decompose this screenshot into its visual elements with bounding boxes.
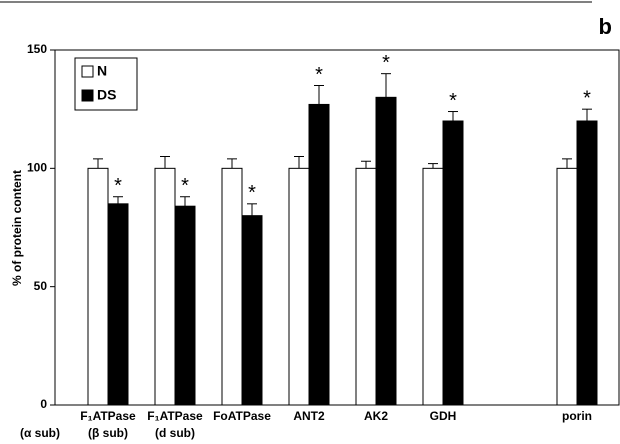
bar [308, 103, 330, 406]
legend-label: DS [97, 87, 116, 103]
bar [355, 167, 377, 406]
y-axis-label: % of protein content [10, 170, 24, 286]
significance-mark: * [248, 182, 256, 204]
legend-label: N [97, 63, 107, 79]
x-tick-label: FoATPase [213, 409, 271, 423]
significance-mark: * [449, 90, 457, 112]
y-tick-label: 100 [27, 161, 47, 175]
y-tick-label: 0 [40, 397, 47, 411]
panel-label: b [599, 14, 612, 39]
bar [422, 167, 444, 406]
significance-mark: * [114, 175, 122, 197]
significance-mark: * [382, 52, 390, 74]
bar [174, 205, 196, 406]
bar [107, 203, 129, 406]
y-tick-label: 50 [34, 279, 48, 293]
x-extra-label: (α sub) [20, 426, 60, 440]
x-tick-label: ANT2 [293, 409, 325, 423]
bar [442, 120, 464, 406]
y-tick-label: 150 [27, 42, 47, 56]
bar [154, 167, 176, 406]
legend-swatch [81, 89, 94, 102]
legend-swatch [81, 65, 94, 78]
bar [87, 167, 109, 406]
bar [556, 167, 578, 406]
plot-frame [54, 49, 620, 406]
x-tick-label: F₁ATPase (d sub) [147, 409, 203, 440]
x-tick-label: porin [562, 409, 592, 423]
significance-mark: * [583, 87, 591, 109]
bar [221, 167, 243, 406]
significance-mark: * [181, 175, 189, 197]
bar [375, 96, 397, 406]
bar [576, 120, 598, 406]
significance-mark: * [315, 64, 323, 86]
x-tick-label: AK2 [364, 409, 388, 423]
x-tick-label: GDH [430, 409, 457, 423]
bar [288, 167, 310, 406]
x-tick-label: F₁ATPase (β sub) [80, 409, 136, 440]
bar [241, 215, 263, 406]
